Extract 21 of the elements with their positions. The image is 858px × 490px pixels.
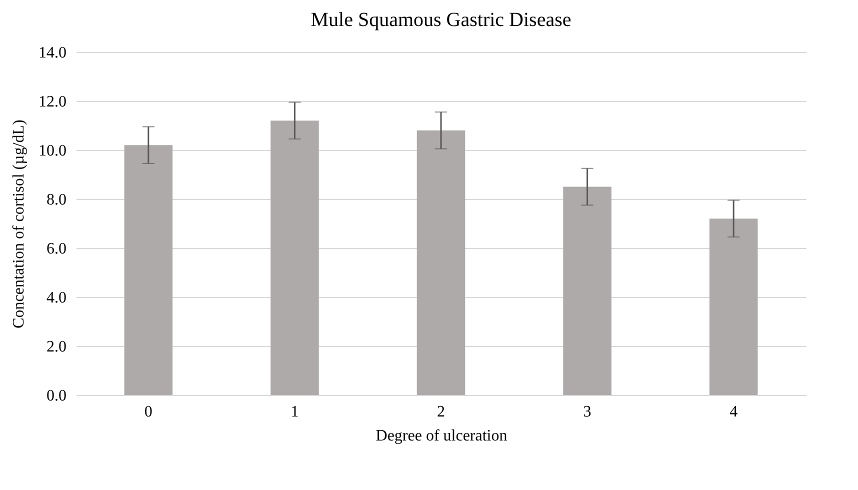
x-tick-label: 4 bbox=[730, 404, 738, 420]
y-tick-label: 12.0 bbox=[38, 94, 66, 110]
y-tick-label: 14.0 bbox=[38, 44, 66, 62]
y-tick-label: 6.0 bbox=[46, 240, 66, 258]
y-tick-label: 0.0 bbox=[46, 388, 66, 404]
y-axis-title: Concentation of cortisol (µg/dL) bbox=[10, 120, 28, 328]
y-tick-label: 4.0 bbox=[46, 290, 66, 306]
x-tick-label: 2 bbox=[437, 404, 445, 420]
y-tick-label: 10.0 bbox=[38, 142, 66, 160]
x-tick-label: 3 bbox=[583, 404, 592, 420]
bar bbox=[563, 186, 612, 395]
y-tick-label: 2.0 bbox=[46, 338, 66, 356]
y-tick-label: 8.0 bbox=[46, 192, 66, 208]
bar bbox=[124, 145, 173, 395]
bar bbox=[270, 120, 319, 395]
bar bbox=[416, 130, 466, 395]
x-tick-label: 0 bbox=[144, 404, 152, 420]
bar bbox=[709, 218, 758, 395]
x-tick-label: 1 bbox=[290, 404, 299, 420]
chart-title: Mule Squamous Gastric Disease bbox=[310, 9, 572, 31]
x-axis-title: Degree of ulceration bbox=[376, 428, 508, 444]
